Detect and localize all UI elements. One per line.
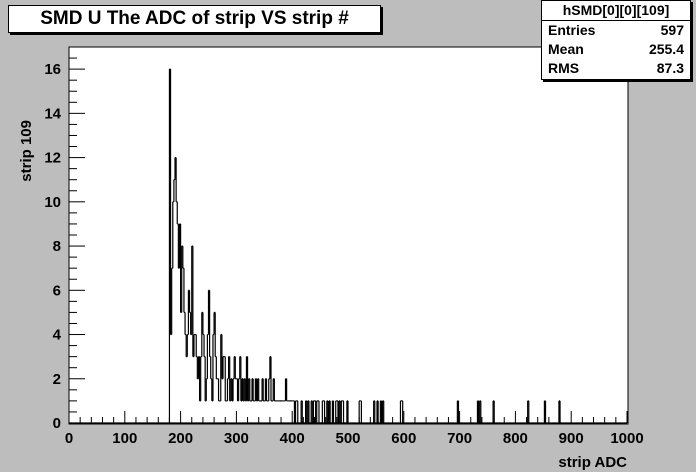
x-tick-label: 700: [447, 430, 472, 447]
x-tick-label: 900: [559, 430, 584, 447]
y-tick-label: 0: [53, 415, 61, 432]
x-tick-label: 100: [112, 430, 137, 447]
x-tick-label: 400: [280, 430, 305, 447]
y-tick-label: 2: [53, 371, 61, 388]
x-axis-label: strip ADC: [558, 454, 627, 471]
x-tick-label: 300: [224, 430, 249, 447]
stats-rms-label: RMS: [548, 60, 580, 76]
stats-entries-label: Entries: [548, 22, 596, 38]
y-tick-label: 14: [44, 105, 61, 122]
plot-title: SMD U The ADC of strip VS strip #: [8, 5, 381, 33]
stats-histogram-name: hSMD[0][0][109]: [542, 1, 690, 21]
stats-mean-label: Mean: [548, 41, 584, 57]
y-tick-label: 6: [53, 282, 61, 299]
stats-mean-value: 255.4: [648, 41, 684, 57]
y-tick-label: 4: [53, 327, 62, 344]
x-tick-label: 200: [168, 430, 193, 447]
stats-entries-value: 597: [660, 22, 684, 38]
x-tick-label: 0: [65, 430, 73, 447]
y-tick-label: 12: [44, 150, 61, 167]
x-tick-label: 600: [391, 430, 416, 447]
stats-rms-value: 87.3: [656, 60, 684, 76]
histogram-bars: [69, 68, 627, 424]
y-tick-label: 10: [44, 194, 61, 211]
stats-row-rms: RMS 87.3: [542, 59, 690, 78]
y-tick-label: 16: [44, 61, 61, 78]
stats-box: hSMD[0][0][109] Entries 597 Mean 255.4 R…: [541, 0, 691, 80]
stats-row-mean: Mean 255.4: [542, 40, 690, 59]
plot-area: [68, 46, 629, 425]
y-axis-label: strip 109: [18, 120, 35, 182]
x-tick-label: 500: [335, 430, 360, 447]
axes: 0 100 200 300 400 500 600 700 800 900 1000 0 2 4 6 8 10 1…: [44, 46, 644, 447]
x-tick-label: 800: [503, 430, 528, 447]
x-tick-label: 1000: [610, 430, 643, 447]
stats-row-entries: Entries 597: [542, 21, 690, 40]
y-tick-label: 8: [53, 238, 61, 255]
